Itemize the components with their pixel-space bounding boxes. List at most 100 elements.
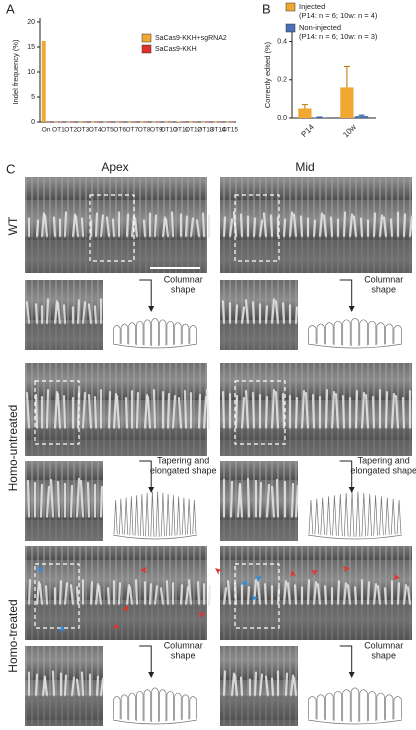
hair-bundle: [312, 219, 317, 238]
shape-label: elongated shape: [350, 465, 416, 475]
hair-bundle: [239, 213, 244, 238]
hair-bundle: [334, 393, 340, 430]
base-outline: [307, 534, 403, 540]
hair-bundle: [270, 677, 275, 697]
bar: [131, 121, 136, 123]
base-outline: [307, 719, 403, 725]
hair-bundle: [183, 390, 188, 430]
hair-bundle: [201, 212, 206, 238]
hair-bundle: [281, 302, 286, 325]
bar: [205, 121, 210, 123]
hair-bundle: [52, 216, 57, 238]
tissue-floor: [220, 323, 298, 350]
bundle-outline: [314, 498, 320, 535]
hair-bundle: [125, 584, 131, 606]
hair-bundle: [269, 214, 274, 238]
panel-letter: C: [6, 161, 15, 176]
x-tick-label: On: [42, 127, 51, 134]
pointer-arrow: [139, 460, 152, 491]
bundle-outline: [325, 322, 334, 345]
hair-bundle: [234, 304, 239, 325]
hair-bundle: [322, 214, 328, 238]
arrowhead: [310, 570, 318, 577]
hair-bundle: [288, 211, 294, 238]
hair-bundle: [284, 672, 289, 697]
bundle-outline: [187, 498, 192, 535]
tissue-floor: [220, 428, 412, 456]
bar: [54, 121, 58, 123]
hair-bundle: [359, 217, 364, 238]
bar: [115, 121, 120, 123]
y-axis-label: Indel frequency (%): [11, 39, 20, 105]
pointer-arrow: [339, 279, 353, 310]
y-tick-label: 0.2: [277, 77, 287, 84]
tissue-floor: [220, 695, 298, 726]
hair-bundle: [164, 218, 170, 238]
bundle-outline: [139, 494, 144, 537]
hair-bundle: [43, 214, 49, 238]
dashed-inset: [234, 563, 280, 629]
shape-label: Tapering and: [157, 455, 209, 465]
hair-bundle: [342, 582, 348, 606]
tissue-floor: [25, 604, 207, 640]
bundle-outline: [308, 499, 314, 534]
bar: [168, 121, 173, 123]
bar: [225, 121, 230, 123]
hair-bundle: [304, 392, 310, 430]
hair-bundle: [75, 678, 81, 697]
column-label: Apex: [101, 160, 128, 174]
hair-bundle: [300, 390, 306, 430]
pointer-head: [348, 487, 355, 493]
hair-bundle: [130, 215, 136, 238]
x-tick-label: OT1: [52, 127, 65, 134]
hair-bundle: [251, 301, 256, 325]
bundle-outline: [342, 689, 351, 722]
hair-bundle: [53, 391, 59, 430]
hair-bundle: [27, 579, 32, 606]
hair-bundle: [372, 583, 378, 606]
bundle-outline: [151, 687, 159, 722]
hair-bundle: [170, 211, 175, 238]
hair-bundle: [294, 484, 300, 519]
hair-bundle: [184, 215, 189, 238]
row-label: Homo-untreated: [6, 405, 20, 492]
hair-bundle: [233, 582, 238, 606]
bar: [213, 121, 218, 123]
legend-swatch: [141, 44, 152, 54]
hair-bundle: [58, 580, 63, 606]
hair-bundle: [196, 581, 201, 606]
hair-bundle: [282, 218, 287, 238]
hair-bundle: [264, 396, 269, 430]
hair-bundle: [252, 579, 258, 606]
hair-bundle: [311, 394, 316, 430]
x-tick-label: OT11: [173, 127, 189, 134]
hair-bundle: [289, 674, 295, 697]
legend-label: Non-injected: [299, 23, 341, 32]
legend-label: SaCas9-KKH+sgRNA2: [155, 35, 227, 42]
hair-bundle: [394, 395, 400, 430]
bar: [95, 121, 99, 123]
hair-bundle: [246, 477, 251, 519]
bar: [144, 121, 148, 123]
bundle-outline: [120, 694, 129, 720]
hair-bundle: [124, 397, 129, 430]
y-tick-label: 15: [27, 44, 35, 51]
bundle-outline: [136, 320, 144, 346]
bundle-outline: [361, 492, 367, 537]
bar: [193, 121, 197, 123]
hair-bundle: [240, 306, 246, 325]
hair-bundle: [222, 216, 227, 238]
bundle-outline: [338, 494, 343, 537]
hair-bundle: [382, 216, 388, 238]
hair-bundle: [71, 213, 77, 238]
hair-bundle: [94, 212, 99, 238]
base-outline: [112, 343, 198, 349]
x-tick-label: OT12: [185, 127, 202, 134]
hair-bundle: [179, 584, 184, 606]
hair-bundle: [38, 583, 44, 606]
hair-bundle: [97, 585, 103, 606]
bundle-outline: [113, 696, 121, 720]
hair-bundle: [195, 219, 201, 238]
hair-bundle: [292, 676, 298, 697]
